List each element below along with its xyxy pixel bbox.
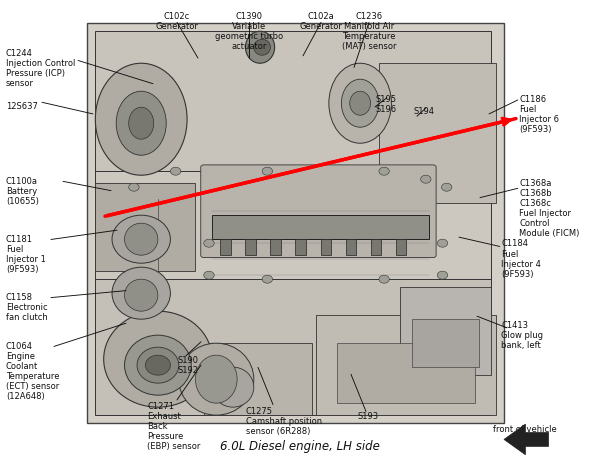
Ellipse shape <box>125 335 191 395</box>
Text: front of vehicle: front of vehicle <box>493 425 557 434</box>
Ellipse shape <box>196 355 237 403</box>
Ellipse shape <box>254 39 271 55</box>
Text: C1244
Injection Control
Pressure (ICP)
sensor: C1244 Injection Control Pressure (ICP) s… <box>6 49 76 88</box>
Bar <box>412 319 479 367</box>
Bar <box>316 315 496 415</box>
Ellipse shape <box>262 275 272 283</box>
Text: C1236
Manifold Air
Temperature
(MAT) sensor: C1236 Manifold Air Temperature (MAT) sen… <box>342 12 396 51</box>
Bar <box>337 343 475 403</box>
Bar <box>295 239 306 255</box>
Bar <box>395 239 406 255</box>
Ellipse shape <box>129 107 154 139</box>
Text: C1390
Variable
geometric turbo
actuator: C1390 Variable geometric turbo actuator <box>215 12 283 51</box>
Ellipse shape <box>212 367 254 407</box>
Text: S190
S192: S190 S192 <box>177 356 198 375</box>
Text: C1368a
C1368b
C1368c
Fuel Injector
Control
Module (FICM): C1368a C1368b C1368c Fuel Injector Contr… <box>519 179 580 238</box>
Text: C1413
Glow plug
bank, left: C1413 Glow plug bank, left <box>501 321 543 350</box>
Ellipse shape <box>437 271 448 279</box>
Ellipse shape <box>112 215 170 263</box>
Text: C102a
Generator: C102a Generator <box>299 12 343 31</box>
Text: C1064
Engine
Coolant
Temperature
(ECT) sensor
(12A648): C1064 Engine Coolant Temperature (ECT) s… <box>6 342 59 401</box>
Text: 12S637: 12S637 <box>6 102 38 111</box>
Ellipse shape <box>128 183 139 191</box>
Ellipse shape <box>125 223 158 255</box>
FancyBboxPatch shape <box>201 165 436 258</box>
Bar <box>212 215 429 239</box>
Text: C1186
Fuel
Injector 6
(9F593): C1186 Fuel Injector 6 (9F593) <box>519 95 559 134</box>
Text: C1275
Camshaft position
sensor (6R288): C1275 Camshaft position sensor (6R288) <box>246 407 322 436</box>
Ellipse shape <box>262 167 272 175</box>
Text: C1271
Exhaust
Back
Pressure
(EBP) sensor: C1271 Exhaust Back Pressure (EBP) sensor <box>147 402 200 452</box>
Ellipse shape <box>421 175 431 183</box>
Ellipse shape <box>204 239 214 247</box>
Ellipse shape <box>350 91 371 115</box>
Ellipse shape <box>204 271 214 279</box>
Ellipse shape <box>437 239 448 247</box>
Ellipse shape <box>104 311 212 407</box>
Ellipse shape <box>329 63 391 143</box>
Bar <box>87 23 504 423</box>
Ellipse shape <box>245 31 275 63</box>
Ellipse shape <box>179 343 254 415</box>
Bar <box>95 171 491 283</box>
Bar <box>346 239 356 255</box>
Ellipse shape <box>112 267 170 319</box>
Ellipse shape <box>95 63 187 175</box>
Text: C102c
Generator: C102c Generator <box>155 12 199 31</box>
Bar <box>379 63 496 203</box>
Bar <box>320 239 331 255</box>
Text: C1181
Fuel
Injector 1
(9F593): C1181 Fuel Injector 1 (9F593) <box>6 235 46 274</box>
Text: C1100a
Battery
(10655): C1100a Battery (10655) <box>6 177 39 206</box>
Ellipse shape <box>145 355 170 375</box>
Bar <box>95 183 196 271</box>
Text: C1158
Electronic
fan clutch: C1158 Electronic fan clutch <box>6 293 48 322</box>
Bar <box>271 239 281 255</box>
Text: S193: S193 <box>357 412 378 420</box>
Bar <box>371 239 381 255</box>
Bar <box>95 279 491 415</box>
Bar <box>220 239 231 255</box>
Bar <box>204 343 312 415</box>
Polygon shape <box>504 424 548 455</box>
Bar <box>95 31 491 183</box>
Text: S194: S194 <box>414 107 435 116</box>
Ellipse shape <box>341 79 379 127</box>
Ellipse shape <box>116 91 166 155</box>
Bar <box>245 239 256 255</box>
Text: S195
S196: S195 S196 <box>375 95 396 114</box>
Ellipse shape <box>125 279 158 311</box>
Ellipse shape <box>379 167 389 175</box>
Text: C1184
Fuel
Injector 4
(9F593): C1184 Fuel Injector 4 (9F593) <box>501 239 541 279</box>
Ellipse shape <box>442 183 452 191</box>
Ellipse shape <box>137 347 179 383</box>
Bar <box>400 287 491 375</box>
Ellipse shape <box>379 275 389 283</box>
Text: 6.0L Diesel engine, LH side: 6.0L Diesel engine, LH side <box>220 440 380 453</box>
Ellipse shape <box>170 167 181 175</box>
